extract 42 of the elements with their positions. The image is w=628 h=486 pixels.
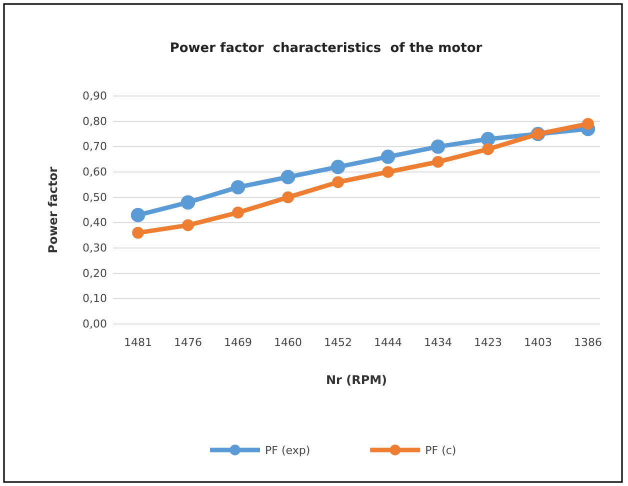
y-tick-label: 0,30	[82, 242, 107, 255]
legend-label: PF (exp)	[265, 444, 310, 457]
point	[582, 118, 594, 130]
y-axis-title: Power factor	[46, 166, 60, 254]
y-tick-label: 0,20	[82, 266, 107, 280]
y-tick-label: 0,90	[82, 90, 107, 103]
y-tick-label: 0,00	[82, 318, 107, 331]
x-axis-title: Nr (RPM)	[326, 373, 388, 387]
x-tick-label: 1481	[124, 336, 152, 349]
point	[232, 206, 244, 218]
point	[432, 156, 444, 168]
x-tick-label: 1460	[274, 336, 302, 349]
x-tick-label: 1386	[574, 336, 602, 349]
x-tick-label: 1423	[474, 336, 502, 349]
y-tick-label: 0,50	[82, 190, 107, 204]
point	[230, 180, 246, 194]
point	[280, 170, 296, 184]
x-tick-label: 1469	[224, 336, 252, 349]
point	[180, 195, 196, 210]
point	[480, 132, 496, 146]
x-tick-label: 1434	[424, 336, 452, 349]
x-tick-label: 1403	[524, 336, 552, 349]
y-tick-label: 0,80	[82, 114, 107, 128]
x-tick-label: 1444	[374, 336, 402, 349]
legend-label: PF (c)	[425, 444, 456, 457]
point	[332, 176, 344, 188]
point	[282, 191, 294, 204]
y-tick-label: 0,40	[82, 216, 107, 230]
x-tick-label: 1452	[324, 336, 352, 349]
y-tick-label: 0,10	[82, 292, 107, 306]
point	[380, 150, 396, 164]
y-tick-label: 0,70	[82, 140, 107, 154]
y-tick-label: 0,60	[82, 166, 107, 179]
point	[430, 140, 446, 154]
x-tick-label: 1476	[174, 336, 202, 349]
point	[330, 160, 346, 174]
point	[482, 143, 494, 156]
point	[130, 208, 146, 222]
chart-title: Power factor characteristics of the motor	[170, 41, 483, 56]
point	[382, 166, 394, 178]
point	[132, 226, 144, 239]
point	[182, 219, 194, 232]
